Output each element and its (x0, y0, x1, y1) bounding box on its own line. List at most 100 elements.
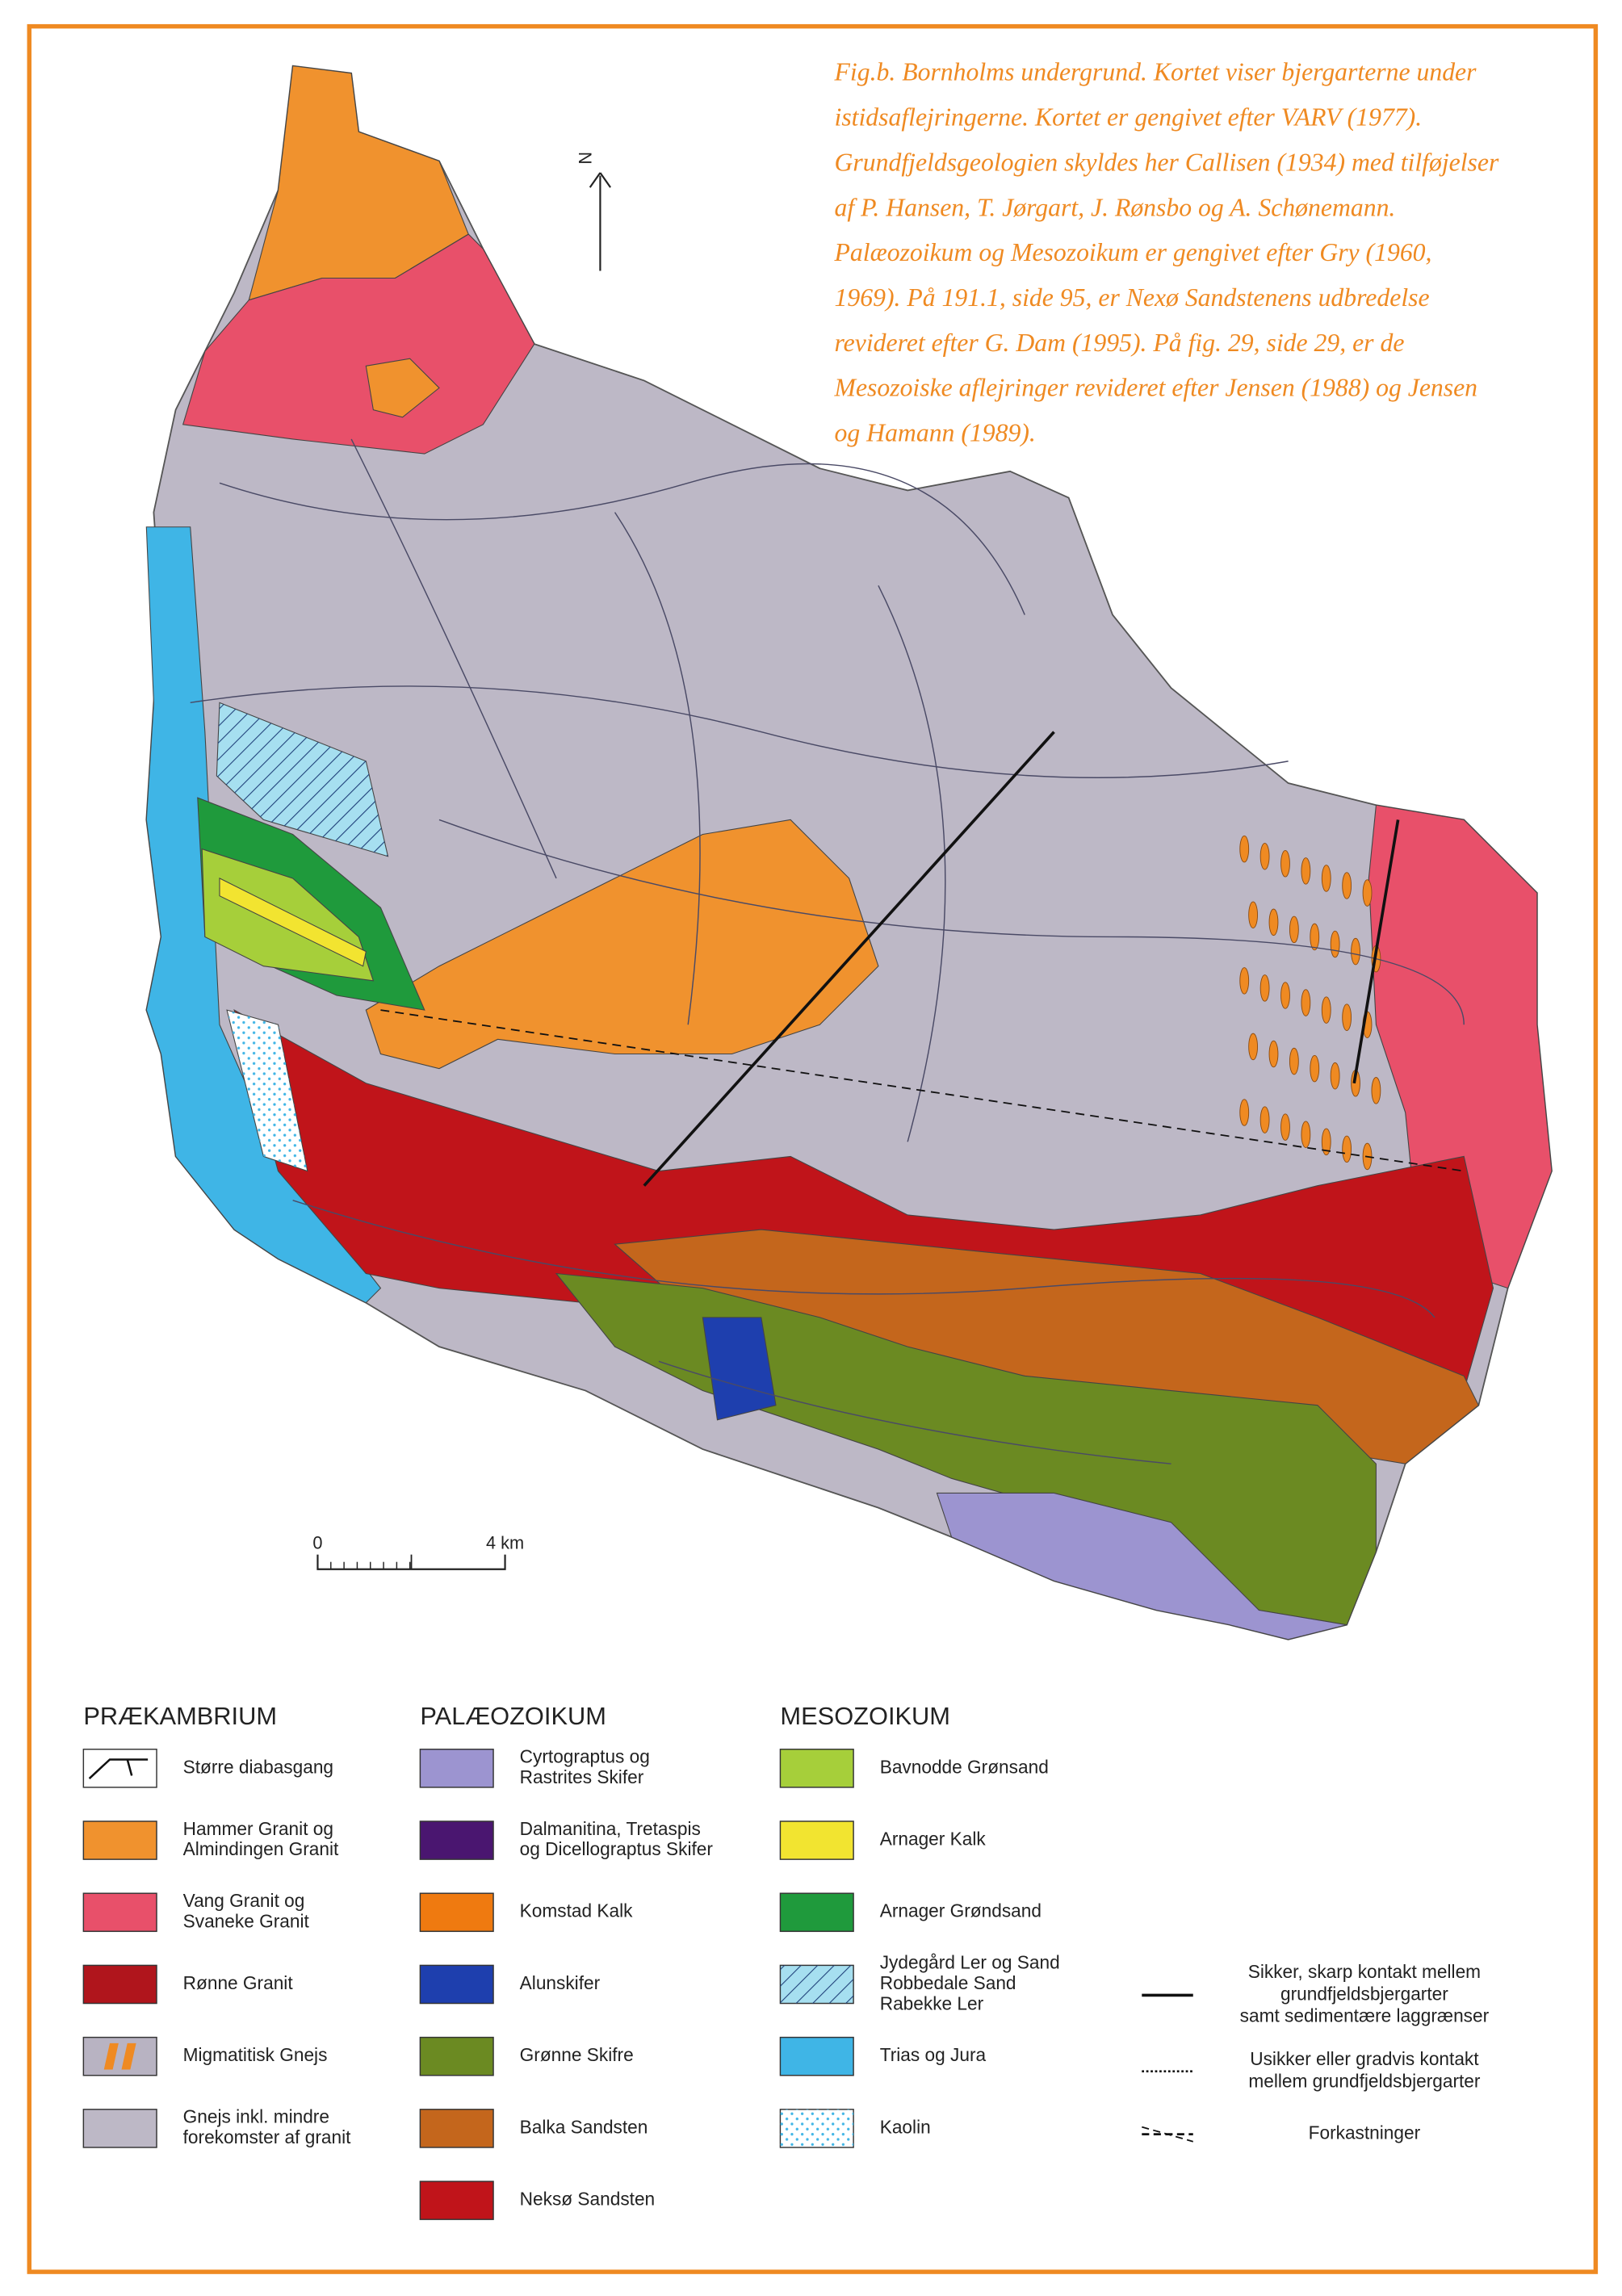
legend-swatch (779, 2036, 854, 2076)
vang-granite-north (182, 233, 535, 455)
legend-swatch (419, 1749, 494, 1788)
migmatite-lens (1301, 857, 1311, 885)
line-symbol-label: mellem grundfjeldsbjergarter (1248, 2070, 1481, 2091)
legend-swatch (779, 1749, 854, 1788)
migmatite-lens (1351, 937, 1360, 966)
arnager-kalk (219, 878, 367, 967)
migmatite-lens (1248, 901, 1258, 929)
migmatite-lens (1259, 842, 1270, 870)
legend-swatch (82, 1892, 157, 1933)
legend-swatch (419, 2181, 494, 2220)
legend-swatch (419, 1892, 494, 1933)
line-symbol-label: samt sedimentære laggrænser (1240, 2005, 1490, 2026)
legend-label: Komstad Kalk (520, 1900, 633, 1921)
migmatite-lens (1268, 908, 1279, 936)
caption-line: istidsaflejringerne. Kortet er gengivet … (835, 103, 1423, 132)
scale-label: 4 km (486, 1532, 524, 1552)
migmatite-lens (1310, 1054, 1320, 1083)
road (614, 512, 701, 1025)
legend-swatch (82, 2036, 157, 2076)
legend-swatch (419, 2036, 494, 2076)
line-symbol (1142, 2126, 1194, 2143)
scale-label: 0 (312, 1532, 322, 1552)
legend-label: forekomster af granit (183, 2126, 351, 2147)
migmatite-lens (1342, 872, 1352, 899)
fault (643, 731, 1055, 1187)
caption-line: af P. Hansen, T. Jørgart, J. Rønsbo og A… (835, 193, 1396, 221)
migmatite-lens (1301, 989, 1311, 1016)
legend-label: Større diabasgang (183, 1756, 333, 1777)
hammer-patch (365, 358, 440, 418)
legend-label: Migmatitisk Gnejs (183, 2044, 328, 2065)
fault (1352, 819, 1400, 1084)
caption-line: Mesozoiske aflejringer revideret efter J… (834, 374, 1478, 402)
legend-label: Dalmanitina, Tretaspis (520, 1818, 701, 1839)
legend-swatch (419, 2109, 494, 2148)
migmatite-lens (1239, 835, 1250, 863)
migmatite-symbol (121, 2043, 136, 2070)
legend-swatch (419, 1820, 494, 1860)
caption-line: Palæozoikum og Mesozoikum er gengivet ef… (834, 238, 1432, 266)
legend-label: Arnager Grøndsand (880, 1900, 1042, 1921)
legend-label: Jydegård Ler og Sand (880, 1952, 1060, 1973)
fault-dashed (380, 1009, 1465, 1172)
migmatite-lens (1289, 1047, 1299, 1075)
legend-label: Almindingen Granit (183, 1838, 339, 1859)
line-symbol-label: Sikker, skarp kontakt mellem (1248, 1961, 1481, 1982)
caption-line: Fig.b. Bornholms undergrund. Kortet vise… (834, 58, 1477, 86)
line-symbol-label: Usikker eller gradvis kontakt (1250, 2048, 1479, 2069)
legend-label: Neksø Sandsten (520, 2189, 656, 2210)
legend-swatch (82, 1749, 157, 1788)
legend-label: Svaneke Granit (183, 1910, 310, 1931)
legend-heading: MESOZOIKUM (780, 1702, 950, 1730)
migmatite-lens (1321, 1128, 1331, 1156)
migmatite-lens (1371, 1077, 1381, 1104)
legend-label: Robbedale Sand (880, 1972, 1016, 1993)
migmatite-lens (1342, 1003, 1352, 1031)
migmatite-lens (1280, 982, 1290, 1009)
migmatite-lens (1280, 850, 1290, 878)
migmatite-lens (1239, 967, 1250, 995)
legend-label: Rabekke Ler (880, 1992, 984, 2013)
road (350, 438, 557, 879)
migmatite-lens (1310, 923, 1320, 951)
legend-heading: PRÆKAMBRIUM (83, 1702, 277, 1730)
migmatite-lens (1280, 1113, 1290, 1141)
legend-label: Trias og Jura (880, 2044, 987, 2065)
migmatite-lens (1330, 930, 1340, 958)
legend-swatch (82, 1820, 157, 1860)
almindingen-granite (365, 819, 879, 1070)
road (878, 584, 946, 1142)
jydegaard-hatch (216, 702, 388, 857)
road (438, 819, 1465, 1025)
content: Fig.b. Bornholms undergrund. Kortet vise… (27, 23, 1599, 2274)
caption-line: og Hamann (1989). (835, 418, 1036, 446)
north-label: N (576, 152, 596, 165)
road (292, 1200, 1435, 1318)
legend-heading: PALÆOZOIKUM (420, 1702, 606, 1730)
road (190, 685, 1289, 778)
migmatite-lens (1248, 1033, 1258, 1061)
cyrtograptus (936, 1492, 1347, 1640)
legend-label: Alunskifer (520, 1972, 601, 1993)
caption-line: Grundfjeldsgeologien skyldes her Callise… (835, 148, 1499, 176)
legend-label: Kaolin (880, 2116, 931, 2137)
legend-label: Hammer Granit og (183, 1818, 333, 1839)
migmatite-lens (1321, 996, 1331, 1024)
migmatite-lens (1259, 1106, 1270, 1133)
legend-swatch (419, 1964, 494, 2005)
road (219, 463, 1025, 615)
caption-line: 1969). På 191.1, side 95, er Nexø Sandst… (835, 283, 1430, 312)
legend-swatch (82, 2109, 157, 2148)
line-symbol-label: Forkastninger (1309, 2122, 1421, 2143)
legend-swatch (779, 1892, 854, 1933)
road (658, 1360, 1171, 1464)
legend-label: Cyrtograptus og (520, 1746, 650, 1767)
hatch-symbol (780, 1965, 854, 2004)
frame (27, 23, 1599, 2274)
alunskifer (702, 1317, 777, 1421)
dyke-symbol (88, 1758, 149, 1779)
kaolin-dots (227, 1010, 308, 1171)
migmatite-lens (1321, 865, 1331, 892)
